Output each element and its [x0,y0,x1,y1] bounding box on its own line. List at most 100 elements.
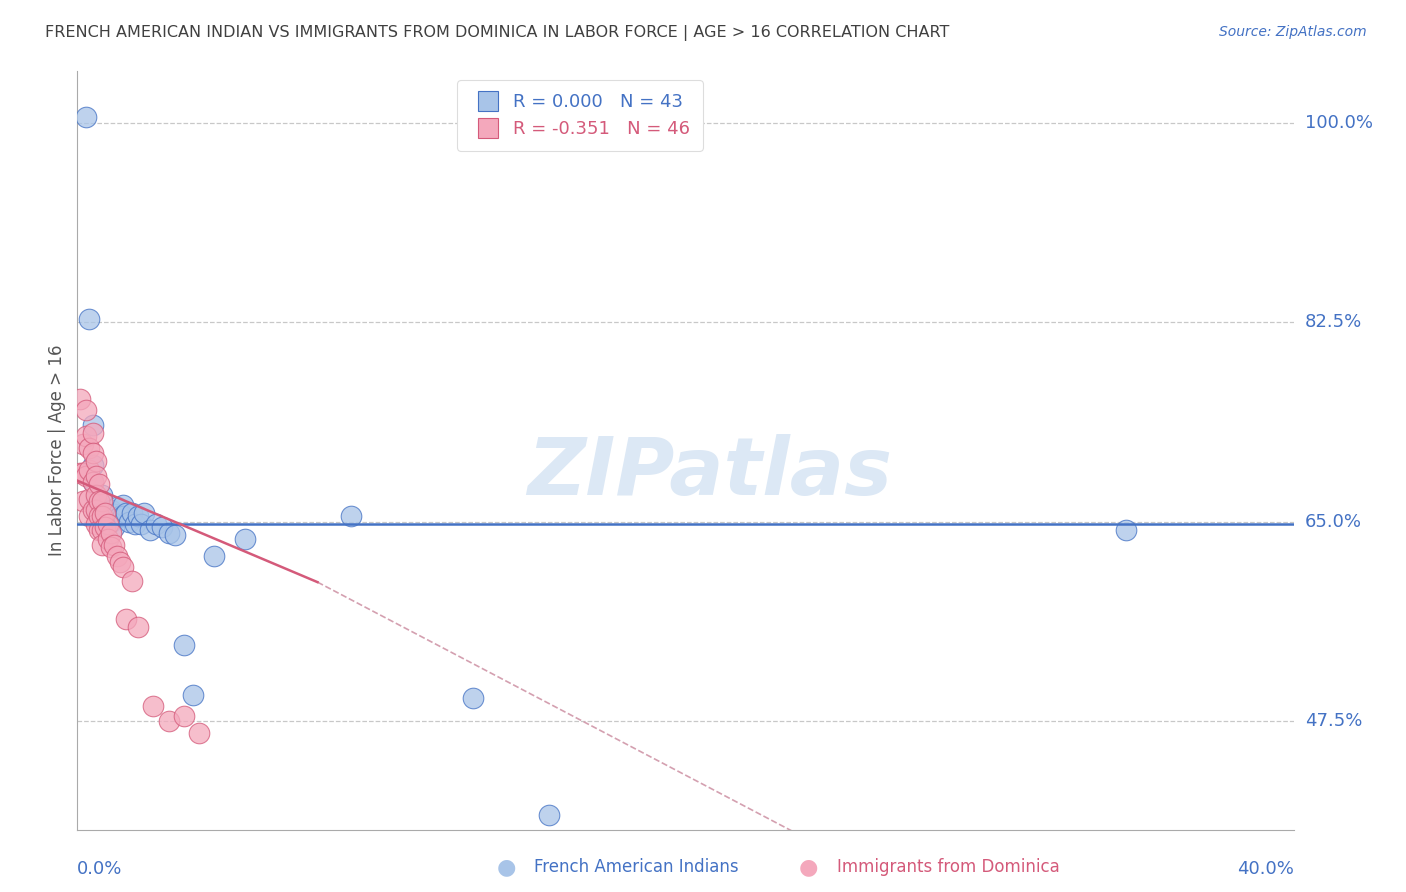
Point [121,506,143,520]
Point [79,463,101,477]
Point [97,516,120,531]
Point [152,520,174,534]
Point [163,528,186,542]
Point [87,477,110,491]
Point [69,466,91,480]
Point [115,506,138,520]
Point [111,508,134,523]
Point [87,523,110,537]
Legend: R = 0.000   N = 43, R = -0.351   N = 46: R = 0.000 N = 43, R = -0.351 N = 46 [457,80,703,151]
Point [84,488,107,502]
Point [84,491,107,506]
Point [100,540,122,554]
Point [90,488,112,502]
Text: 0.0%: 0.0% [77,860,122,878]
Point [157,526,180,541]
Point [124,516,146,531]
Point [84,503,107,517]
Point [118,515,141,529]
Point [115,612,138,626]
Text: Source: ZipAtlas.com: Source: ZipAtlas.com [1219,25,1367,39]
Text: 65.0%: 65.0% [1305,513,1361,531]
Point [97,508,120,523]
Text: French American Indians: French American Indians [534,858,740,876]
Point [1115,523,1137,537]
Point [340,508,363,523]
Point [93,520,115,534]
Point [87,498,110,512]
Point [127,619,149,633]
Point [142,699,165,714]
Point [84,516,107,531]
Text: 82.5%: 82.5% [1305,313,1362,331]
Point [157,714,180,729]
Point [97,516,120,531]
Point [93,512,115,526]
Point [90,503,112,517]
Point [72,437,94,451]
Point [82,425,104,440]
Point [93,520,115,534]
Point [139,523,162,537]
Text: ●: ● [799,857,818,877]
Point [537,807,560,822]
Point [202,549,225,563]
Point [121,574,143,588]
Point [173,708,195,723]
Point [97,532,120,546]
Point [84,503,107,517]
Point [82,417,104,432]
Point [79,508,101,523]
Point [84,469,107,483]
Point [82,446,104,460]
Point [129,516,152,531]
Point [188,725,211,739]
Point [105,500,128,514]
Point [75,429,97,443]
Point [90,537,112,551]
Point [72,494,94,508]
Y-axis label: In Labor Force | Age > 16: In Labor Force | Age > 16 [48,344,66,557]
Text: 40.0%: 40.0% [1237,860,1294,878]
Point [82,475,104,489]
Point [105,549,128,563]
Point [69,392,91,406]
Point [82,458,104,472]
Point [82,503,104,517]
Point [72,466,94,480]
Point [233,532,256,546]
Point [79,491,101,506]
Point [127,508,149,523]
Text: ZIPatlas: ZIPatlas [527,434,893,512]
Point [79,441,101,455]
Point [84,454,107,468]
Point [90,508,112,523]
Point [75,110,97,124]
Text: FRENCH AMERICAN INDIAN VS IMMIGRANTS FROM DOMINICA IN LABOR FORCE | AGE > 16 COR: FRENCH AMERICAN INDIAN VS IMMIGRANTS FRO… [45,25,949,41]
Point [145,516,167,531]
Point [103,520,125,534]
Point [111,498,134,512]
Text: ●: ● [496,857,516,877]
Point [461,691,484,706]
Point [100,515,122,529]
Point [87,494,110,508]
Text: 100.0%: 100.0% [1305,113,1372,132]
Point [100,503,122,517]
Point [93,506,115,520]
Text: 47.5%: 47.5% [1305,712,1362,731]
Point [82,475,104,489]
Point [79,311,101,326]
Point [108,508,131,523]
Point [87,508,110,523]
Point [75,469,97,483]
Point [90,494,112,508]
Point [181,688,204,702]
Point [75,403,97,417]
Point [100,526,122,541]
Text: Immigrants from Dominica: Immigrants from Dominica [837,858,1059,876]
Point [111,560,134,574]
Point [90,523,112,537]
Point [134,506,156,520]
Point [173,638,195,652]
